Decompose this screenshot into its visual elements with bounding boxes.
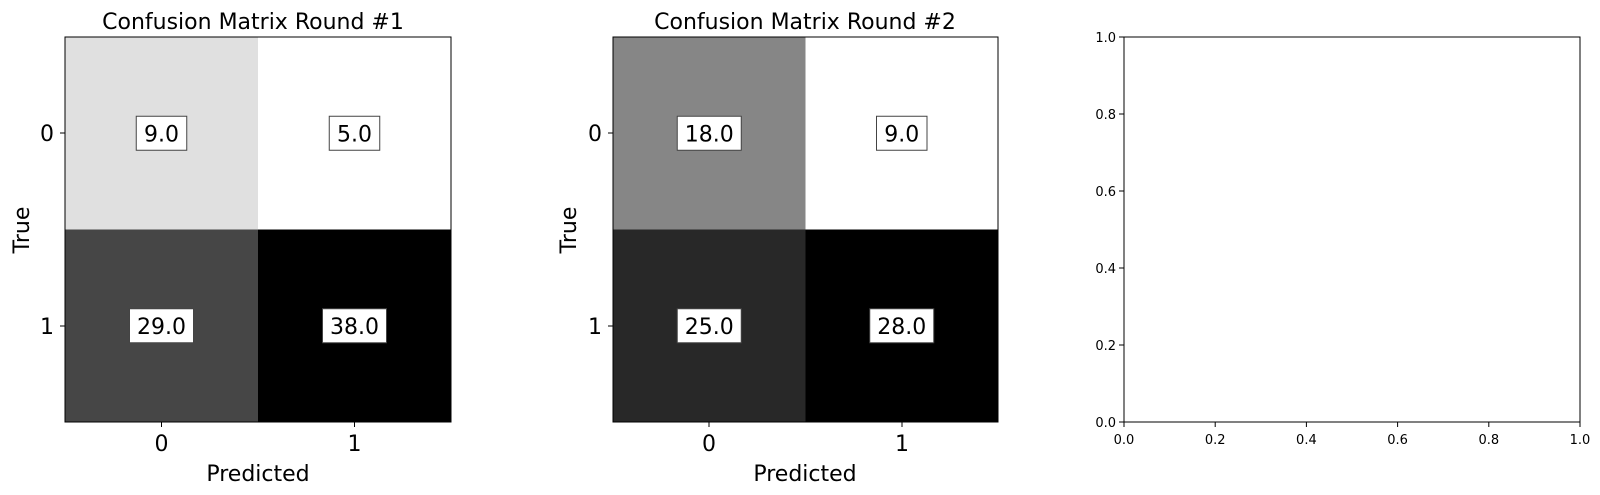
cell-label-box <box>129 308 194 344</box>
y-tick-label: 1 <box>588 315 602 340</box>
y-tick-label: 0.0 <box>1095 416 1116 431</box>
cell-value-label: 38.0 <box>330 315 379 340</box>
axes-frame-2 <box>612 36 999 423</box>
x-tick-label: 0.0 <box>1114 433 1135 448</box>
y-axis-label-1: True <box>10 207 35 255</box>
confusion-matrix-2: Confusion Matrix Round #2 18.0 9.0 25.0 28.… <box>557 10 999 487</box>
cell-label-box <box>676 115 742 151</box>
x-axis-label-1: Predicted <box>206 462 309 487</box>
x-tick-label: 0 <box>155 432 169 457</box>
cell-value-label: 9.0 <box>144 122 179 147</box>
y-tick-0-1: 0 <box>40 122 65 147</box>
y-axis-label-2: True <box>557 207 582 255</box>
x-tick-0-1: 0 <box>155 422 169 457</box>
cell-label-box <box>869 308 935 344</box>
x-tick-label: 0.2 <box>1205 433 1226 448</box>
axes-frame-3 <box>1123 36 1581 423</box>
x-tick-label: 0.8 <box>1478 433 1499 448</box>
cell-label-box <box>328 115 381 151</box>
y-tick-1-1: 1 <box>40 315 65 340</box>
x-axis-label-2: Predicted <box>753 462 856 487</box>
x-tick-label: 0.6 <box>1387 433 1408 448</box>
x-tick-0-2: 0 <box>702 422 716 457</box>
empty-axes-ticks: 0.0 0.2 0.4 0.6 0.8 1.0 0.0 0.2 0.4 0.6 0.8 1.0 <box>1095 31 1590 448</box>
chart-title-1: Confusion Matrix Round #1 <box>102 10 404 35</box>
y-tick-label: 1 <box>40 315 54 340</box>
cell-label-box <box>322 308 387 344</box>
empty-axes: 0.0 0.2 0.4 0.6 0.8 1.0 0.0 0.2 0.4 0.6 0.8 1.0 <box>1095 31 1590 448</box>
y-tick-label: 0.2 <box>1095 339 1116 354</box>
y-tick-label: 1.0 <box>1095 31 1116 46</box>
x-tick-1-1: 1 <box>348 422 362 457</box>
cell-value-label: 29.0 <box>137 315 186 340</box>
x-tick-label: 0.4 <box>1296 433 1317 448</box>
cell-value-label: 5.0 <box>337 122 372 147</box>
x-tick-label: 1.0 <box>1570 433 1591 448</box>
axes-frame-1 <box>64 36 452 423</box>
confusion-matrix-1: Confusion Matrix Round #1 9.0 5.0 29.0 38.0… <box>10 10 452 487</box>
cell-label-box <box>135 115 188 151</box>
y-tick-label: 0 <box>588 122 602 147</box>
heatmap-cells-1: 9.0 5.0 29.0 38.0 <box>65 37 452 423</box>
y-tick-label: 0.6 <box>1095 185 1116 200</box>
chart-title-2: Confusion Matrix Round #2 <box>654 10 956 35</box>
y-tick-1-2: 1 <box>588 315 613 340</box>
y-tick-0-2: 0 <box>588 122 613 147</box>
cell-value-label: 28.0 <box>877 315 926 340</box>
cell-value-label: 9.0 <box>884 122 919 147</box>
cell-label-box <box>676 308 742 344</box>
x-tick-label: 1 <box>895 432 909 457</box>
cell-label-box <box>876 115 928 151</box>
heatmap-cells-2: 18.0 9.0 25.0 28.0 <box>613 37 999 423</box>
x-tick-label: 0 <box>702 432 716 457</box>
y-tick-label: 0.4 <box>1095 262 1116 277</box>
cell-value-label: 18.0 <box>685 122 734 147</box>
y-tick-label: 0.8 <box>1095 108 1116 123</box>
x-tick-label: 1 <box>348 432 362 457</box>
cell-value-label: 25.0 <box>685 315 734 340</box>
x-tick-1-2: 1 <box>895 422 909 457</box>
y-tick-label: 0 <box>40 122 54 147</box>
